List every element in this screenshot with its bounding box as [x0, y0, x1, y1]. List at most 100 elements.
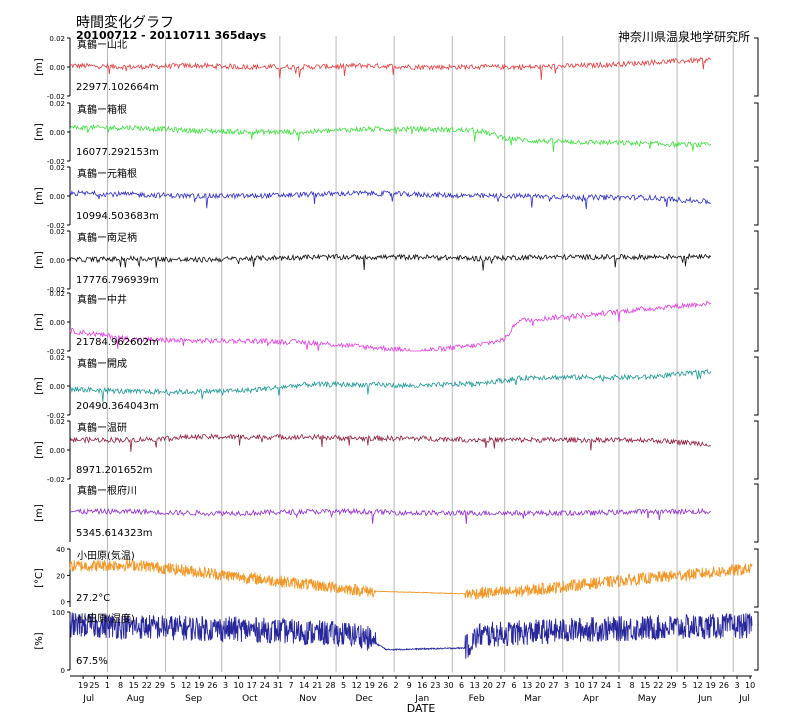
organization-label: 神奈川県温泉地学研究所 — [617, 30, 750, 44]
x-tick-label: 16 — [417, 681, 427, 690]
y-tick-label: 0.00 — [49, 193, 65, 201]
panel-value: 27.2°C — [76, 593, 110, 604]
y-axis-label: [m] — [34, 187, 45, 205]
y-tick-label: 0.02 — [49, 164, 65, 172]
x-tick-label: 20 — [535, 681, 545, 690]
x-tick-label: 10 — [234, 681, 244, 690]
x-tick-label: 10 — [745, 681, 755, 690]
x-tick-label: 17 — [247, 681, 257, 690]
y-tick-label: 20 — [56, 572, 65, 580]
y-tick-label: 0.00 — [49, 447, 65, 455]
y-tick-label: 0 — [61, 599, 65, 607]
x-tick-label: 24 — [260, 681, 270, 690]
y-axis-label: [%] — [34, 632, 45, 649]
x-tick-label: 17 — [588, 681, 598, 690]
panel-name: 真鶴ー開成 — [77, 357, 127, 370]
y-axis-label: [m] — [34, 441, 45, 459]
panel-right-bracket — [754, 420, 759, 480]
panel-name: 真鶴ー根府川 — [77, 484, 137, 497]
x-month-label: Nov — [299, 694, 317, 704]
x-tick-label: 21 — [312, 681, 322, 690]
panel-name: 真鶴ー中井 — [77, 293, 127, 306]
y-tick-label: 0.02 — [49, 100, 65, 108]
y-tick-label: 0 — [61, 667, 65, 675]
panel-name: 真鶴ー山北 — [77, 38, 127, 51]
y-tick-label: 0.02 — [49, 290, 65, 298]
x-month-label: Sep — [185, 694, 202, 704]
y-tick-label: 0.02 — [49, 354, 65, 362]
x-tick-label: 23 — [430, 681, 440, 690]
panel-right-bracket — [754, 37, 759, 97]
series-line — [69, 189, 711, 210]
y-tick-label: -0.02 — [47, 476, 65, 484]
y-tick-label: -0.02 — [47, 222, 65, 230]
series-line — [69, 123, 712, 153]
x-tick-label: 12 — [352, 681, 362, 690]
x-tick-label: 22 — [653, 681, 663, 690]
y-axis-label: [m] — [34, 58, 45, 76]
x-tick-label: 30 — [443, 681, 453, 690]
x-tick-label: 26 — [207, 681, 217, 690]
x-tick-label: 19 — [706, 681, 716, 690]
y-tick-label: -0.02 — [47, 412, 65, 420]
x-month-label: Apr — [583, 694, 599, 704]
y-tick-label: 0.02 — [49, 35, 65, 43]
x-month-label: Oct — [242, 694, 258, 704]
panel-right-bracket — [754, 483, 759, 543]
x-tick-label: 10 — [575, 681, 585, 690]
x-month-label: Jul — [82, 694, 94, 704]
x-tick-label: 28 — [325, 681, 335, 690]
x-tick-label: 3 — [734, 681, 739, 690]
x-tick-label: 12 — [693, 681, 703, 690]
x-tick-label: 13 — [522, 681, 532, 690]
y-tick-label: -0.02 — [47, 158, 65, 166]
panel-value: 16077.292153m — [76, 147, 159, 158]
x-tick-label: 5 — [341, 681, 346, 690]
y-tick-label: 0.00 — [49, 257, 65, 265]
x-month-label: Jan — [414, 694, 429, 704]
x-tick-label: 20 — [483, 681, 493, 690]
y-axis-label: [m] — [34, 123, 45, 141]
x-tick-label: 1 — [105, 681, 110, 690]
panel-name: 真鶴ー温研 — [77, 421, 127, 434]
panel-right-bracket — [754, 292, 759, 352]
panel-right-bracket — [754, 611, 759, 671]
x-tick-label: 6 — [512, 681, 517, 690]
panel-value: 22977.102664m — [76, 82, 159, 93]
panel-value: 5345.614323m — [76, 528, 153, 539]
y-tick-label: 0.02 — [49, 418, 65, 426]
y-tick-label: 0.00 — [49, 383, 65, 391]
panel-name: 真鶴ー元箱根 — [77, 167, 137, 180]
x-month-label: Mar — [524, 694, 541, 704]
x-tick-label: 27 — [496, 681, 506, 690]
panel-value: 8971.201652m — [76, 465, 153, 476]
x-month-label: Aug — [127, 694, 145, 704]
y-axis-label: [m] — [34, 377, 45, 395]
y-axis-label: [m] — [34, 504, 45, 522]
x-tick-label: 19 — [78, 681, 88, 690]
panel-value: 20490.364043m — [76, 401, 159, 412]
series-line — [69, 507, 711, 524]
page-title: 時間変化グラフ — [76, 15, 174, 31]
panel-right-bracket — [754, 356, 759, 416]
x-tick-label: 26 — [719, 681, 729, 690]
panel-right-bracket — [754, 102, 759, 162]
x-tick-label: 9 — [407, 681, 412, 690]
x-tick-label: 27 — [548, 681, 558, 690]
x-tick-label: 1 — [616, 681, 621, 690]
x-month-label: Feb — [469, 694, 485, 704]
panel-name: 小田原(湿度) — [77, 612, 135, 625]
x-tick-label: 19 — [365, 681, 375, 690]
x-tick-label: 22 — [142, 681, 152, 690]
series-line — [69, 56, 712, 81]
x-tick-label: 12 — [181, 681, 191, 690]
x-tick-label: 25 — [89, 681, 99, 690]
panel-right-bracket — [754, 166, 759, 226]
x-tick-label: 14 — [299, 681, 309, 690]
x-tick-label: 13 — [470, 681, 480, 690]
x-tick-label: 15 — [129, 681, 139, 690]
y-axis-label: [m] — [34, 251, 45, 269]
y-tick-label: 0.00 — [49, 64, 65, 72]
panel-value: 21784.962602m — [76, 337, 159, 348]
